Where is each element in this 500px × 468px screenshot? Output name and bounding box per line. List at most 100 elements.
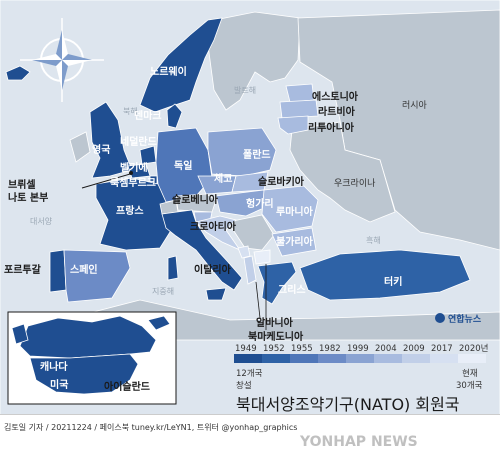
turkey-country: [299, 249, 471, 301]
sweden-finland-land: [204, 11, 301, 111]
luxembourg-label: 룩셈부르크: [110, 176, 156, 189]
legend-swatch-1955: [290, 354, 318, 363]
denmark-country: [166, 103, 183, 129]
legend-swatch-2009: [402, 354, 430, 363]
legend-year-label: 1999: [347, 344, 369, 354]
portugal-country: [49, 249, 67, 293]
legend-left-note-2: 창설: [236, 380, 252, 391]
germany-label: 독일: [174, 159, 192, 172]
yonhap-logo-icon: [435, 313, 445, 323]
year-legend: 12개국 창설 현재 30개국 1949 1952 1955 1982 1999 2004…: [234, 343, 488, 391]
legend-year-label: 1952: [263, 344, 285, 354]
legend-year-label: 2009: [403, 344, 425, 354]
legend-year-label: 2004: [375, 344, 397, 354]
footer-divider: [0, 414, 500, 415]
nato-compass-icon: [20, 18, 104, 102]
latvia-label: 라트비아: [318, 105, 356, 118]
lithuania-label: 리투아니아: [308, 121, 355, 134]
legend-right-note-2: 30개국: [456, 380, 483, 391]
alaska-country: [11, 323, 29, 345]
legend-year-label: 2017: [431, 344, 453, 354]
belarus-ukraine-land: [289, 121, 396, 223]
greece-country: [257, 261, 297, 305]
canada-label: 캐나다: [40, 360, 68, 373]
netherlands-label: 네덜란드: [120, 135, 157, 148]
greece-label: 그리스: [278, 283, 306, 296]
legend-swatch-2004: [374, 354, 402, 363]
map-title: 북대서양조약기구(NATO) 회원국: [236, 395, 460, 414]
croatia-label: 크로아티아: [190, 220, 237, 233]
romania-country: [261, 185, 319, 233]
legend-year-label: 2020년: [459, 343, 488, 354]
legend-year-label: 1949: [235, 344, 257, 354]
russia-label: 러시아: [402, 100, 428, 111]
baltic-sea-label: 발트해: [234, 85, 256, 95]
albania-country: [243, 255, 257, 285]
black-sea-label: 흑해: [366, 235, 381, 245]
usa-label: 미국: [50, 378, 68, 391]
hungary-label: 헝가리: [246, 197, 274, 210]
turkey-label: 터키: [384, 275, 402, 288]
montenegro-country: [237, 245, 251, 259]
north-macedonia-country: [253, 249, 271, 265]
yonhap-logo-text: 연합뉴스: [448, 313, 482, 325]
legend-swatch-2020년: [458, 354, 486, 363]
yonhap-logo: 연합뉴스: [435, 313, 482, 325]
italy-country: [161, 209, 243, 291]
spain-label: 스페인: [70, 263, 98, 276]
atlantic-label: 대서양: [30, 217, 53, 226]
albania-label: 알바니아: [256, 316, 294, 329]
romania-label: 루마니아: [276, 205, 314, 218]
iceland-mini-country: [5, 65, 31, 81]
latvia-country: [279, 99, 319, 119]
legend-right-note-1: 현재: [462, 369, 478, 379]
legend-swatch-1952: [262, 354, 290, 363]
legend-swatch-1949: [234, 354, 262, 363]
watermark-text: YONHAP NEWS: [299, 434, 418, 450]
hungary-country: [215, 189, 269, 217]
north-macedonia-label: 북마케도니아: [248, 330, 304, 343]
spain-country: [63, 249, 131, 303]
norway-label: 노르웨이: [150, 65, 187, 78]
france-country: [95, 177, 176, 251]
legend-year-label: 1982: [319, 344, 341, 354]
bulgaria-label: 불가리아: [276, 235, 314, 248]
legend-swatch-1999: [346, 354, 374, 363]
uk-country: [89, 101, 133, 179]
czech-label: 체코: [214, 172, 232, 185]
iceland-inset-country: [147, 315, 171, 331]
hq-marker: [129, 171, 133, 175]
italy-label: 이탈리아: [194, 263, 232, 276]
slovenia-label: 슬로베니아: [172, 193, 219, 206]
belgium-label: 벨기에: [120, 161, 148, 174]
albania-leader-line: [255, 281, 261, 319]
hq-caption-label: 나토 본부: [8, 191, 48, 204]
slovakia-label: 슬로바키아: [258, 175, 305, 188]
ireland-land: [69, 131, 91, 163]
hq-pointer-line: [81, 173, 131, 189]
estonia-country: [285, 83, 315, 103]
uk-label: 영국: [92, 143, 110, 156]
denmark-label: 덴마크: [134, 109, 162, 122]
legend-year-label: 1955: [291, 344, 313, 354]
legend-left-note-1: 12개국: [236, 368, 263, 379]
hq-city-label: 브뤼셀: [8, 178, 36, 191]
sicily-country: [205, 287, 227, 301]
estonia-label: 에스토니아: [312, 90, 359, 103]
poland-label: 폴란드: [243, 149, 271, 161]
france-label: 프랑스: [116, 205, 144, 217]
iceland-label: 아이슬란드: [104, 380, 150, 393]
bulgaria-country: [271, 227, 317, 257]
north-sea-label: 북해: [123, 106, 138, 116]
credit-line: 김토일 기자 / 20211224 / 페이스북 tuney.kr/LeYN1,…: [4, 422, 297, 432]
usa-country: [29, 353, 139, 395]
mediterranean-label: 지중해: [152, 286, 174, 296]
lithuania-country: [277, 115, 309, 135]
portugal-label: 포르투갈: [4, 263, 42, 276]
legend-swatch-1982: [318, 354, 346, 363]
legend-swatch-2017: [430, 354, 458, 363]
sardinia-country: [167, 255, 179, 281]
balkan-nonmember-land: [227, 214, 275, 251]
